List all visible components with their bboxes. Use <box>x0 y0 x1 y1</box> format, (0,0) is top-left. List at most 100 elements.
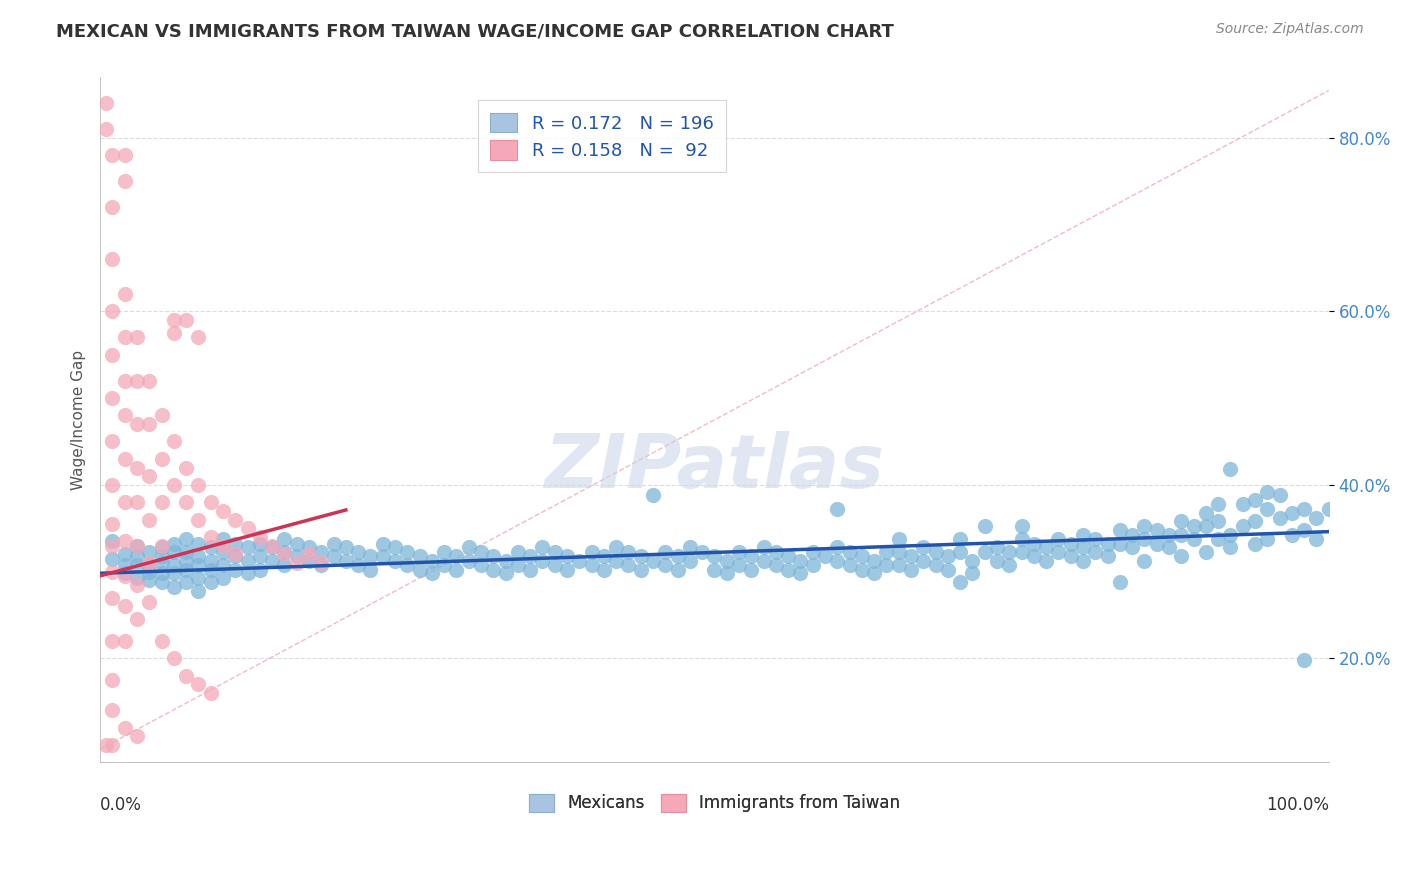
Point <box>531 554 554 568</box>
Point <box>174 554 197 568</box>
Point <box>1219 462 1241 476</box>
Point <box>446 563 468 577</box>
Point <box>163 478 186 492</box>
Point <box>838 558 860 572</box>
Point <box>101 673 124 687</box>
Point <box>838 545 860 559</box>
Point <box>716 566 738 581</box>
Point <box>163 326 186 340</box>
Point <box>936 563 959 577</box>
Point <box>311 558 333 572</box>
Point <box>200 686 222 700</box>
Point <box>212 571 235 585</box>
Text: 0.0%: 0.0% <box>100 797 142 814</box>
Point <box>605 554 627 568</box>
Point <box>1182 519 1205 533</box>
Point <box>716 554 738 568</box>
Point <box>114 330 136 344</box>
Point <box>924 545 946 559</box>
Point <box>163 566 186 581</box>
Point <box>986 541 1008 555</box>
Point <box>114 148 136 162</box>
Point <box>200 554 222 568</box>
Point <box>495 566 517 581</box>
Point <box>236 521 259 535</box>
Point <box>174 495 197 509</box>
Point <box>544 558 567 572</box>
Point <box>273 558 295 572</box>
Point <box>101 252 124 267</box>
Point <box>101 304 124 318</box>
Point <box>666 549 689 563</box>
Point <box>224 549 246 563</box>
Point <box>1047 532 1070 546</box>
Legend: Mexicans, Immigrants from Taiwan: Mexicans, Immigrants from Taiwan <box>519 784 910 822</box>
Point <box>187 330 209 344</box>
Point <box>273 545 295 559</box>
Point <box>101 633 124 648</box>
Point <box>1294 653 1316 667</box>
Point <box>96 96 118 111</box>
Point <box>262 539 284 553</box>
Point <box>581 558 603 572</box>
Point <box>446 549 468 563</box>
Point <box>1022 537 1045 551</box>
Point <box>262 554 284 568</box>
Point <box>138 595 160 609</box>
Point <box>174 545 197 559</box>
Point <box>236 554 259 568</box>
Point <box>285 549 308 563</box>
Point <box>1206 497 1229 511</box>
Point <box>752 541 775 555</box>
Point <box>273 532 295 546</box>
Point <box>1317 502 1340 516</box>
Y-axis label: Wage/Income Gap: Wage/Income Gap <box>72 350 86 490</box>
Text: 100.0%: 100.0% <box>1265 797 1329 814</box>
Point <box>150 574 173 589</box>
Point <box>150 539 173 553</box>
Point <box>1232 497 1254 511</box>
Point <box>125 577 148 591</box>
Point <box>125 729 148 743</box>
Point <box>936 549 959 563</box>
Point <box>1305 510 1327 524</box>
Point <box>236 541 259 555</box>
Point <box>138 512 160 526</box>
Point <box>555 549 578 563</box>
Point <box>1232 519 1254 533</box>
Point <box>433 545 456 559</box>
Point <box>1305 532 1327 546</box>
Point <box>101 148 124 162</box>
Point <box>998 558 1021 572</box>
Point <box>641 488 664 502</box>
Point <box>740 549 762 563</box>
Point <box>912 541 935 555</box>
Point <box>262 541 284 555</box>
Point <box>1195 519 1218 533</box>
Point <box>101 391 124 405</box>
Point <box>887 532 910 546</box>
Point <box>249 549 271 563</box>
Point <box>174 313 197 327</box>
Point <box>887 545 910 559</box>
Point <box>949 574 972 589</box>
Point <box>1157 528 1180 542</box>
Point <box>592 549 614 563</box>
Point <box>150 541 173 555</box>
Point <box>1146 523 1168 537</box>
Point <box>801 558 824 572</box>
Point <box>592 563 614 577</box>
Point <box>1244 493 1267 508</box>
Point <box>174 563 197 577</box>
Point <box>827 502 849 516</box>
Point <box>949 545 972 559</box>
Point <box>506 545 529 559</box>
Point <box>408 563 430 577</box>
Point <box>298 554 321 568</box>
Point <box>875 558 897 572</box>
Point <box>827 541 849 555</box>
Point <box>666 563 689 577</box>
Point <box>396 545 419 559</box>
Point <box>740 563 762 577</box>
Point <box>396 558 419 572</box>
